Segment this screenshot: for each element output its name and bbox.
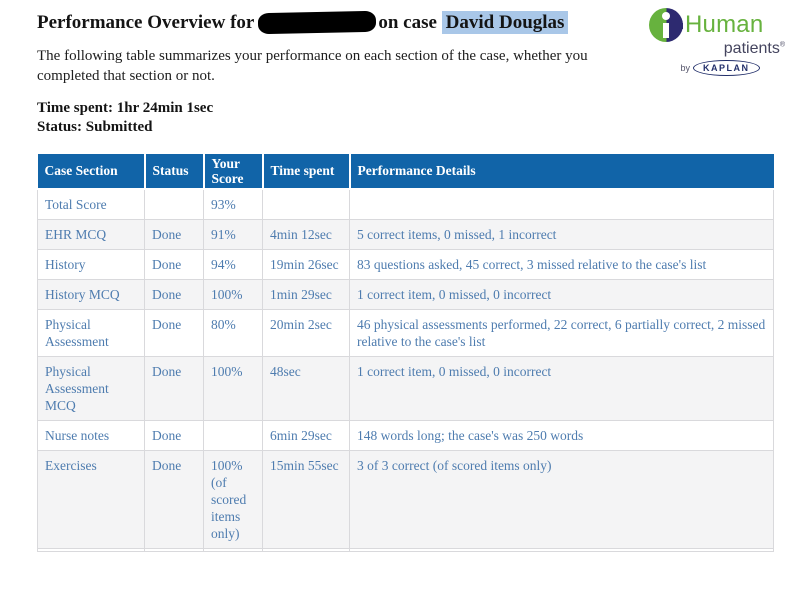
cell-time: 19min 26sec xyxy=(262,249,350,281)
status-label: Status: xyxy=(37,119,83,136)
header-your-score: Your Score xyxy=(202,151,264,191)
cell-time: 6min 29sec xyxy=(262,420,350,452)
cell-status: Done xyxy=(144,279,204,311)
performance-table: Case Section Status Your Score Time spen… xyxy=(37,151,774,553)
cell-status: Done xyxy=(144,219,204,251)
cell-time: 48sec xyxy=(262,356,350,422)
cell-details xyxy=(349,188,774,221)
cell-details: 46 physical assessments performed, 22 co… xyxy=(349,309,774,358)
table-row-physical-assessment-mcq: Physical Assessment MCQ Done 100% 48sec … xyxy=(37,356,774,422)
cell-score: 91% xyxy=(203,219,263,251)
cell-status: Done xyxy=(144,420,204,452)
cell-section: EHR MCQ xyxy=(37,219,145,251)
time-spent-value: 1hr 24min 1sec xyxy=(116,100,214,117)
cell-details: 5 correct items, 0 missed, 1 incorrect xyxy=(349,219,774,251)
cell-time: 1min 29sec xyxy=(262,279,350,311)
cell-score: 80% xyxy=(203,309,263,358)
cell-score: 94% xyxy=(203,249,263,281)
time-spent-line: Time spent: 1hr 24min 1sec xyxy=(37,99,773,118)
cell-status: Done xyxy=(144,450,204,550)
header-status: Status xyxy=(143,151,205,191)
cell-score: 93% xyxy=(203,188,263,221)
logo-by-kaplan: by KAPLAN xyxy=(649,60,791,76)
cell-status: Done xyxy=(144,356,204,422)
intro-text: The following table summarizes your perf… xyxy=(37,47,588,84)
time-spent-label: Time spent: xyxy=(37,100,113,117)
logo-patients-text: patients® xyxy=(723,40,785,57)
cell-details: 3 of 3 correct (of scored items only) xyxy=(349,450,774,550)
ihuman-patients-logo: Human patients® by KAPLAN xyxy=(649,8,791,76)
cell-time: 20min 2sec xyxy=(262,309,350,358)
cell-section: History MCQ xyxy=(37,279,145,311)
title-suffix: on case xyxy=(378,12,437,33)
case-name-highlight: David Douglas xyxy=(441,11,569,34)
cell-score: 100% (of scored items only) xyxy=(203,450,263,550)
cell-score: 100% xyxy=(203,356,263,422)
table-row-history-mcq: History MCQ Done 100% 1min 29sec 1 corre… xyxy=(37,279,774,311)
header-time-spent: Time spent xyxy=(261,151,351,191)
table-row-history: History Done 94% 19min 26sec 83 question… xyxy=(37,249,774,281)
table-row-ehr-mcq: EHR MCQ Done 91% 4min 12sec 5 correct it… xyxy=(37,219,774,251)
table-row-exercises: Exercises Done 100% (of scored items onl… xyxy=(37,450,774,550)
redacted-student-name xyxy=(258,10,377,35)
cell-details: 83 questions asked, 45 correct, 3 missed… xyxy=(349,249,774,281)
table-header-row: Case Section Status Your Score Time spen… xyxy=(37,151,774,191)
header-performance-details: Performance Details xyxy=(348,151,774,191)
table-row-nurse-notes: Nurse notes Done 6min 29sec 148 words lo… xyxy=(37,420,774,452)
kaplan-badge: KAPLAN xyxy=(693,60,760,76)
cell-time: 15min 55sec xyxy=(262,450,350,550)
cell-status: Done xyxy=(144,309,204,358)
registered-mark: ® xyxy=(779,41,785,49)
page-title: Performance Overview for on case David Do… xyxy=(37,10,773,35)
status-line: Status: Submitted xyxy=(37,118,773,137)
cell-time xyxy=(262,188,350,221)
title-prefix: Performance Overview for xyxy=(37,12,255,33)
table-row-physical-assessment: Physical Assessment Done 80% 20min 2sec … xyxy=(37,309,774,358)
cell-status xyxy=(144,188,204,221)
cell-details: 1 correct item, 0 missed, 0 incorrect xyxy=(349,356,774,422)
cell-section: Physical Assessment xyxy=(37,309,145,358)
cell-details: 148 words long; the case's was 250 words xyxy=(349,420,774,452)
header-case-section: Case Section xyxy=(37,151,146,191)
cell-section: Physical Assessment MCQ xyxy=(37,356,145,422)
ihuman-circle-icon xyxy=(649,8,683,42)
cell-section: History xyxy=(37,249,145,281)
cell-status: Done xyxy=(144,249,204,281)
logo-human-text: Human xyxy=(685,11,764,38)
cell-section: Exercises xyxy=(37,450,145,550)
cell-details: 1 correct item, 0 missed, 0 incorrect xyxy=(349,279,774,311)
cell-score: 100% xyxy=(203,279,263,311)
cell-score xyxy=(203,420,263,452)
cell-section: Total Score xyxy=(37,188,145,221)
cell-time: 4min 12sec xyxy=(262,219,350,251)
table-row-total-score: Total Score 93% xyxy=(37,188,774,221)
table-row-partial xyxy=(37,548,774,553)
status-value: Submitted xyxy=(85,119,153,136)
cell-section: Nurse notes xyxy=(37,420,145,452)
